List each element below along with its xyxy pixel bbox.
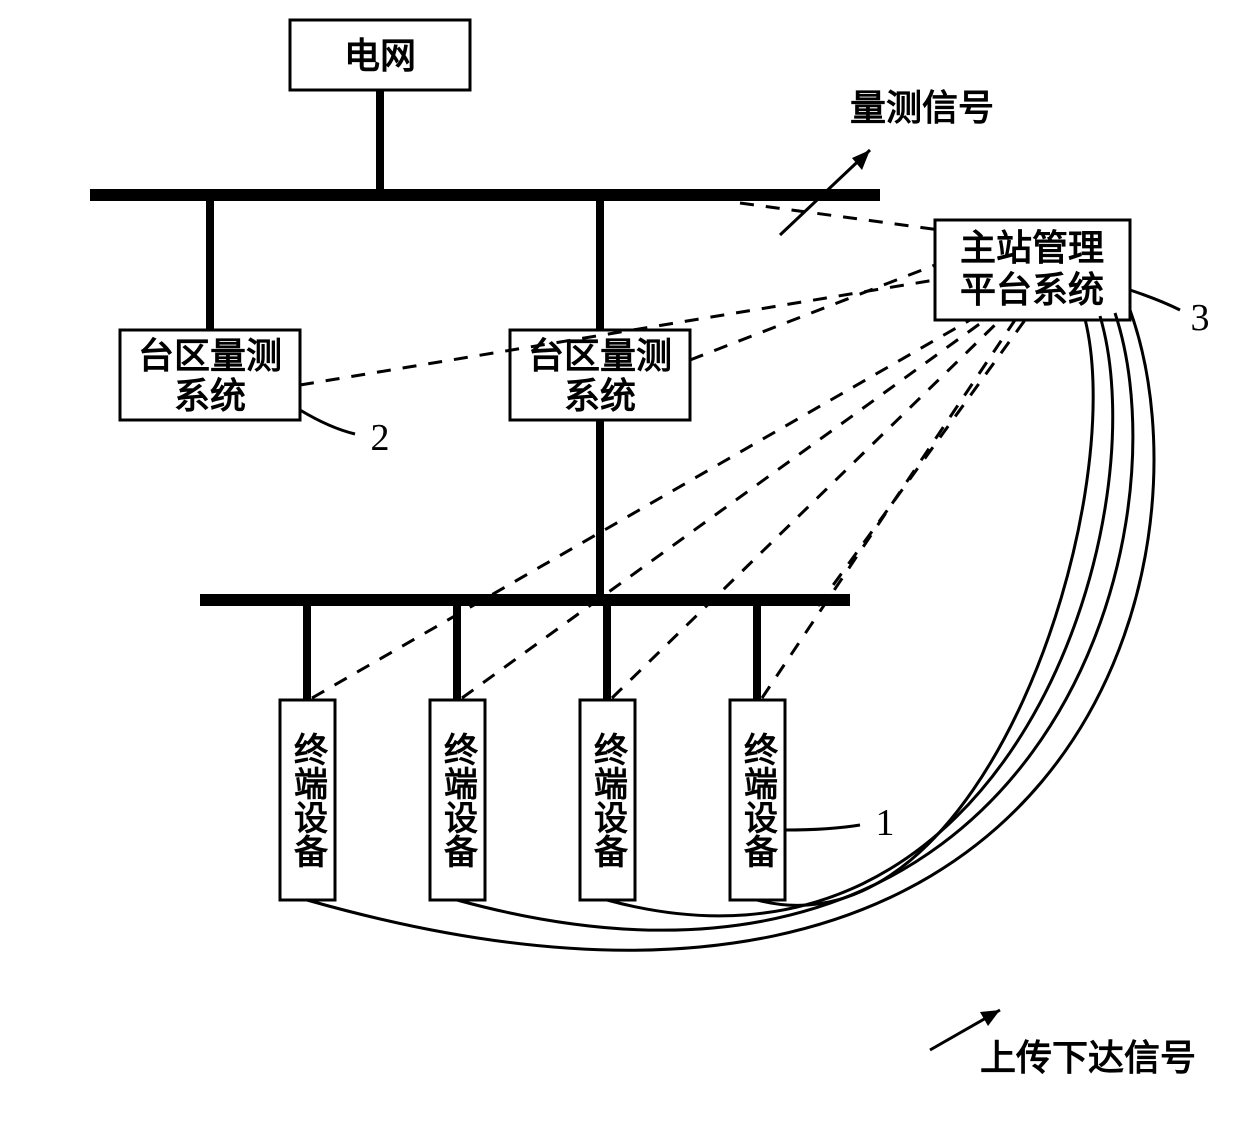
measure2-line1: 台区量测 — [528, 336, 672, 376]
leader-measure1-num — [300, 410, 355, 434]
grid-label: 电网 — [344, 36, 416, 76]
grid-node: 电网 — [290, 20, 470, 90]
terminal-4: 终端设备 — [730, 700, 785, 900]
terminal3-label: 终端设备 — [589, 732, 628, 868]
dashed-bus2-master — [818, 320, 1025, 606]
measure1-line2: 系统 — [174, 376, 246, 416]
curve-master-t4 — [757, 319, 1093, 905]
terminal4-label: 终端设备 — [739, 732, 778, 868]
terminal-1: 终端设备 — [280, 700, 335, 900]
measure1-line1: 台区量测 — [138, 336, 282, 376]
measure2-line2: 系统 — [564, 376, 636, 416]
terminal2-label: 终端设备 — [439, 732, 478, 868]
master-station: 主站管理 平台系统 — [935, 220, 1130, 320]
master-line1: 主站管理 — [960, 228, 1104, 268]
dashed-bus1-master — [740, 203, 940, 230]
measure-signal-label: 量测信号 — [850, 88, 994, 128]
measure-signal-annotation: 量测信号 — [780, 88, 994, 235]
leader-master-num — [1130, 290, 1180, 310]
terminal4-number: 1 — [876, 802, 895, 844]
leader-t4-num — [785, 825, 860, 830]
measure-system-1: 台区量测 系统 — [120, 330, 300, 420]
terminal-2: 终端设备 — [430, 700, 485, 900]
measure1-number: 2 — [371, 417, 390, 459]
diagram-canvas: 电网 台区量测 系统 2 台区量测 系统 主站管理 平台系统 3 量测信号 — [0, 0, 1240, 1128]
master-line2: 平台系统 — [960, 270, 1104, 310]
terminal1-label: 终端设备 — [289, 732, 328, 868]
dashed-measure2-master — [690, 265, 935, 360]
terminal-3: 终端设备 — [580, 700, 635, 900]
master-number: 3 — [1191, 297, 1210, 339]
upload-download-label: 上传下达信号 — [980, 1038, 1196, 1078]
upload-download-annotation: 上传下达信号 — [930, 1010, 1196, 1078]
measure-system-2: 台区量测 系统 — [510, 330, 690, 420]
dashed-t4-master — [762, 320, 1015, 698]
